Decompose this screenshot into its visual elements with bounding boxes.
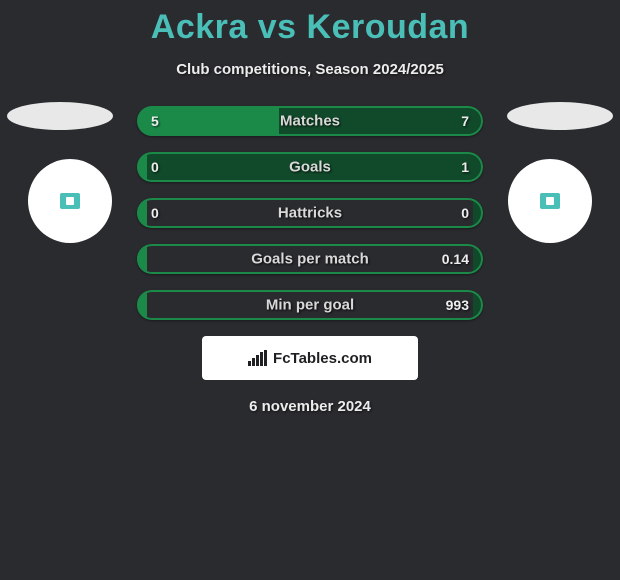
stat-bars: 5 7 Matches 0 1 Goals 0 0 Hattricks 0.14 Goals per… xyxy=(137,106,483,320)
bar-value-right: 993 xyxy=(446,297,469,313)
bar-label: Hattricks xyxy=(278,205,342,222)
bar-value-right: 0 xyxy=(461,205,469,221)
bar-fill-left xyxy=(137,152,147,182)
player-photo-left xyxy=(7,102,113,130)
bar-fill-right xyxy=(473,198,483,228)
stat-bar: 5 7 Matches xyxy=(137,106,483,136)
brand-label: FcTables.com xyxy=(273,350,372,367)
subtitle: Club competitions, Season 2024/2025 xyxy=(0,61,620,78)
bar-value-right: 0.14 xyxy=(442,251,469,267)
club-crest-left xyxy=(28,159,112,243)
stat-bar: 993 Min per goal xyxy=(137,290,483,320)
bar-fill-right xyxy=(473,290,483,320)
date-label: 6 november 2024 xyxy=(0,398,620,415)
brand-pill[interactable]: FcTables.com xyxy=(202,336,418,380)
club-crest-right xyxy=(508,159,592,243)
bar-value-left: 5 xyxy=(151,113,159,129)
fctables-logo-icon xyxy=(248,350,267,366)
bar-label: Goals xyxy=(289,159,331,176)
bar-fill-left xyxy=(137,244,147,274)
player-photo-right xyxy=(507,102,613,130)
comparison-panel: 5 7 Matches 0 1 Goals 0 0 Hattricks 0.14 Goals per… xyxy=(0,106,620,320)
bar-fill-left xyxy=(137,198,147,228)
bar-value-right: 7 xyxy=(461,113,469,129)
stat-bar: 0 1 Goals xyxy=(137,152,483,182)
bar-label: Matches xyxy=(280,113,340,130)
bar-value-right: 1 xyxy=(461,159,469,175)
stat-bar: 0 0 Hattricks xyxy=(137,198,483,228)
bar-fill-left xyxy=(137,290,147,320)
bar-label: Min per goal xyxy=(266,297,354,314)
bar-fill-right xyxy=(473,244,483,274)
stat-bar: 0.14 Goals per match xyxy=(137,244,483,274)
crest-placeholder-icon xyxy=(540,193,560,209)
crest-placeholder-icon xyxy=(60,193,80,209)
bar-value-left: 0 xyxy=(151,205,159,221)
bar-value-left: 0 xyxy=(151,159,159,175)
page-title: Ackra vs Keroudan xyxy=(0,0,620,47)
bar-label: Goals per match xyxy=(251,251,369,268)
